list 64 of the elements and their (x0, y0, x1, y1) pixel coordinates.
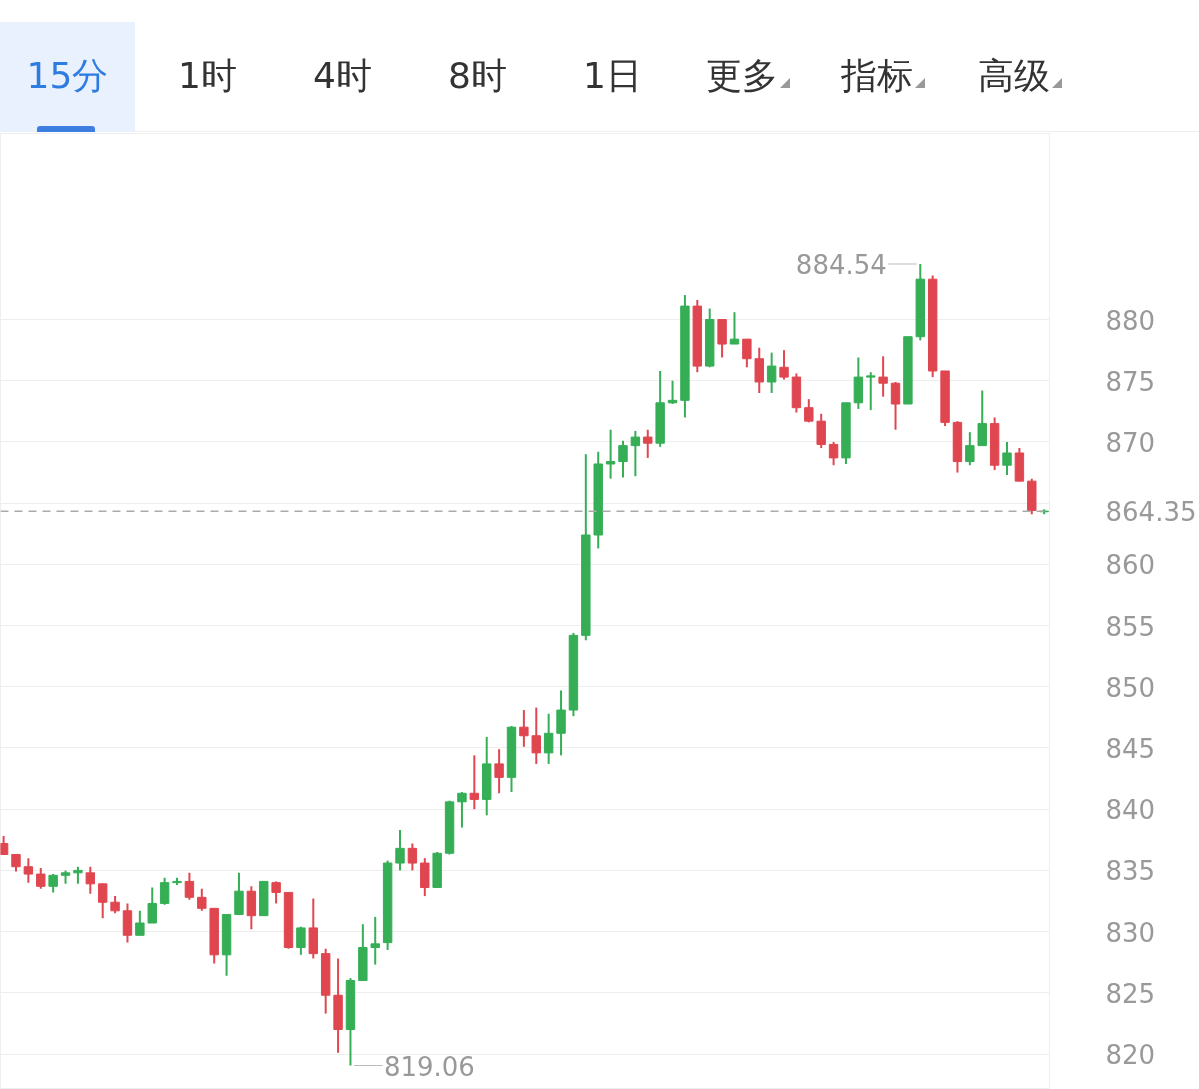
ref-line-label: 864.35 (1105, 497, 1197, 528)
candlestick (556, 689, 566, 757)
text: 8时 (447, 54, 508, 98)
y-tick-label: 820 (1105, 1040, 1156, 1070)
candlestick (742, 338, 752, 369)
y-tick-label: 835 (1105, 856, 1156, 887)
candlestick (779, 349, 789, 381)
candlestick (469, 754, 480, 811)
text: 指标 (839, 54, 914, 98)
candlestick (147, 886, 157, 925)
candlestick (36, 866, 46, 890)
text: 1时 (177, 54, 238, 98)
y-tick-label: 855 (1105, 611, 1156, 642)
annotation: 884.54 (795, 249, 887, 280)
candlestick (135, 909, 145, 937)
text: 4时 (312, 54, 373, 98)
y-tick-label: 875 (1105, 366, 1156, 397)
candlestick (234, 871, 244, 916)
candlestick (531, 706, 541, 765)
candlestick (48, 873, 58, 894)
candlestick (878, 355, 888, 398)
candlestick (618, 439, 628, 479)
candlestick (457, 791, 467, 829)
candlestick (85, 865, 96, 895)
y-tick-label: 870 (1105, 427, 1156, 458)
candlestick (828, 440, 839, 467)
candlestick (184, 871, 195, 901)
y-tick-label: 830 (1105, 917, 1156, 948)
candlestick (890, 380, 901, 431)
text: 高级 (976, 54, 1051, 98)
candlestick (754, 346, 764, 394)
candlestick (766, 351, 777, 394)
candlestick (519, 709, 529, 748)
candlestick (965, 431, 975, 467)
candlestick (729, 311, 740, 346)
y-tick-label: 860 (1105, 550, 1156, 581)
candlestick (407, 842, 418, 872)
candlestick (866, 371, 876, 412)
candlestick (97, 882, 108, 920)
y-tick-label: 850 (1105, 672, 1156, 703)
candlestick (1002, 440, 1012, 477)
y-tick-label: 840 (1105, 795, 1156, 826)
candlestick (296, 925, 306, 956)
annotation: 819.06 (383, 1051, 475, 1082)
candlestick (543, 712, 554, 765)
y-tick-label: 880 (1105, 305, 1156, 336)
candlestick (395, 829, 405, 872)
candlestick (605, 428, 616, 480)
y-tick-label: 845 (1105, 733, 1156, 764)
candlestick (630, 429, 641, 478)
candlestick (977, 389, 987, 447)
text: 1日 (582, 54, 643, 98)
candlestick (643, 428, 653, 459)
candlestick (494, 748, 504, 795)
candlestick (159, 876, 170, 906)
candlestick (370, 915, 380, 966)
candlestick (23, 857, 34, 884)
candlestick (0, 835, 9, 856)
candlestick (816, 412, 826, 450)
candlestick (271, 880, 281, 905)
text: 更多 (704, 54, 779, 98)
candlestick (197, 887, 207, 912)
y-tick-label: 825 (1105, 978, 1156, 1009)
text: 15分 (25, 54, 110, 98)
